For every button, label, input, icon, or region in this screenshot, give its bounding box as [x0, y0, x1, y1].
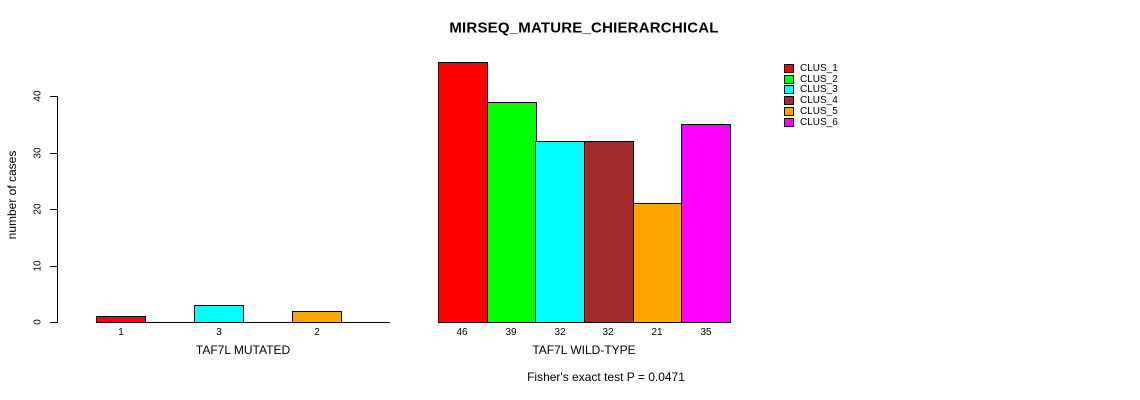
y-axis-tick-label: 40 — [32, 90, 44, 102]
bar-value-label: 1 — [118, 327, 124, 338]
bar-value-label: 35 — [700, 327, 712, 338]
legend-label: CLUS_2 — [800, 74, 838, 85]
bar-clus_5 — [292, 311, 342, 323]
legend-label: CLUS_3 — [800, 84, 838, 95]
bar-clus_3 — [194, 305, 244, 323]
y-axis-tick-label: 30 — [32, 147, 44, 159]
bar-value-label: 39 — [505, 327, 517, 338]
legend-swatch-clus_5 — [784, 107, 794, 116]
bar-value-label: 3 — [216, 327, 222, 338]
bar-value-label: 2 — [314, 327, 320, 338]
y-axis-tick — [50, 322, 57, 323]
legend-swatch-clus_4 — [784, 96, 794, 105]
y-axis-tick — [50, 153, 57, 154]
x-group-label-mutated: TAF7L MUTATED — [195, 343, 291, 357]
legend-label: CLUS_4 — [800, 95, 838, 106]
y-axis-tick-label: 10 — [32, 260, 44, 272]
y-axis-tick-label: 20 — [32, 203, 44, 215]
y-axis-tick — [50, 266, 57, 267]
bar-value-label: 46 — [456, 327, 468, 338]
bar-clus_4 — [584, 141, 634, 323]
y-axis-line — [57, 96, 58, 323]
legend-label: CLUS_6 — [800, 117, 838, 128]
legend-swatch-clus_1 — [784, 64, 794, 73]
y-axis-tick — [50, 96, 57, 97]
y-axis-label: number of cases — [5, 150, 19, 240]
y-axis-tick-label: 0 — [32, 319, 44, 325]
legend-swatch-clus_3 — [784, 85, 794, 94]
legend-swatch-clus_6 — [784, 118, 794, 127]
legend-label: CLUS_5 — [800, 106, 838, 117]
x-group-label-wildtype: TAF7L WILD-TYPE — [532, 343, 636, 357]
legend-label: CLUS_1 — [800, 63, 838, 74]
bar-clus_6 — [681, 124, 731, 323]
chart-title: MIRSEQ_MATURE_CHIERARCHICAL — [449, 19, 719, 37]
bar-clus_3 — [535, 141, 585, 323]
bar-clus_5 — [633, 203, 683, 323]
bar-value-label: 21 — [651, 327, 663, 338]
bar-value-label: 32 — [554, 327, 566, 338]
bar-clus_1 — [96, 316, 146, 323]
bar-value-label: 32 — [602, 327, 614, 338]
bar-clus_1 — [438, 62, 488, 323]
bar-clus_2 — [487, 102, 537, 323]
legend-swatch-clus_2 — [784, 75, 794, 84]
footnote-fisher-test: Fisher's exact test P = 0.0471 — [527, 370, 685, 384]
y-axis-tick — [50, 209, 57, 210]
